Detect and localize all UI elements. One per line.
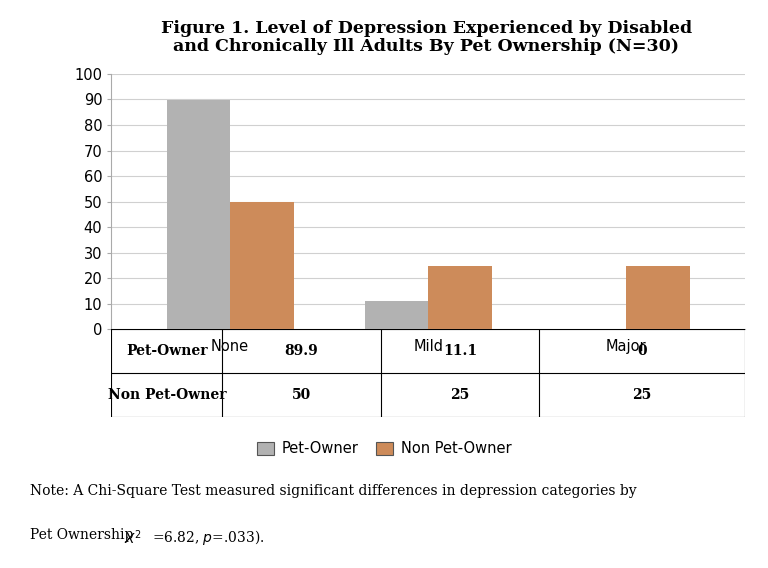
Text: Pet-Owner: Pet-Owner (126, 344, 207, 358)
Text: Note: A Chi-Square Test measured significant differences in depression categorie: Note: A Chi-Square Test measured signifi… (30, 485, 637, 498)
Bar (428, 265, 492, 329)
Text: and Chronically Ill Adults By Pet Ownership (N=30): and Chronically Ill Adults By Pet Owners… (174, 38, 679, 55)
Text: 11.1: 11.1 (443, 344, 477, 358)
Text: 50: 50 (292, 389, 311, 403)
Text: Pet Ownership: Pet Ownership (30, 528, 137, 542)
Bar (365, 301, 428, 329)
Text: Figure 1. Level of Depression Experienced by Disabled: Figure 1. Level of Depression Experience… (161, 20, 692, 37)
Bar (230, 202, 293, 329)
Text: $\it{X}$$^2$: $\it{X}$$^2$ (124, 528, 142, 547)
Bar (626, 265, 690, 329)
Legend: Pet-Owner, Non Pet-Owner: Pet-Owner, Non Pet-Owner (251, 436, 517, 462)
Text: 89.9: 89.9 (285, 344, 318, 358)
Bar (167, 99, 230, 329)
Text: 0: 0 (637, 344, 647, 358)
Text: 25: 25 (632, 389, 651, 403)
Text: =6.82, $\it{p}$=.033).: =6.82, $\it{p}$=.033). (152, 528, 264, 548)
Text: Non Pet-Owner: Non Pet-Owner (108, 389, 226, 403)
Text: 25: 25 (450, 389, 469, 403)
